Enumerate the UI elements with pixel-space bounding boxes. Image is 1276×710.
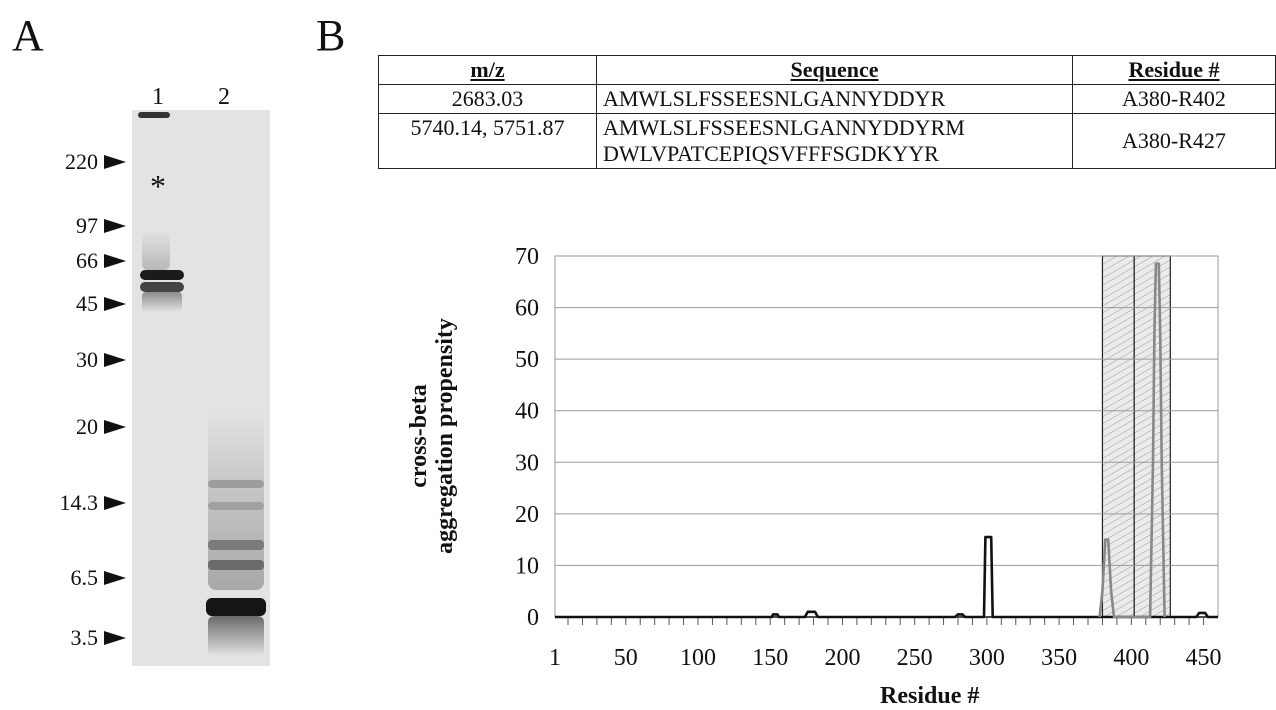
marker-arrow-icon — [104, 297, 126, 311]
gel-band — [138, 112, 170, 118]
gel-band — [208, 540, 264, 550]
y-tick-label: 10 — [515, 553, 539, 579]
gel-smear — [208, 616, 264, 656]
marker-label: 220 — [65, 149, 98, 174]
panel-label-a: A — [12, 11, 44, 60]
gel-band — [208, 480, 264, 488]
series-line — [1098, 262, 1166, 619]
x-tick-label: 350 — [1041, 645, 1077, 671]
peptide-table: m/z Sequence Residue # 2683.03 AMWLSLFSS… — [378, 55, 1276, 169]
marker-arrow-icon — [104, 254, 126, 268]
y-tick-label: 50 — [515, 347, 539, 373]
header-sequence: Sequence — [596, 55, 1073, 85]
gel-image — [132, 110, 270, 666]
marker-6-5: 6.5 — [30, 567, 130, 589]
y-tick-label: 60 — [515, 296, 539, 322]
x-axis-label: Residue # — [880, 683, 980, 709]
x-tick-label: 200 — [824, 645, 860, 671]
gel-band — [140, 282, 184, 292]
highlight-region — [1101, 255, 1135, 618]
cell-sequence: AMWLSLFSSEESNLGANNYDDYRM DWLVPATCEPIQSVF… — [596, 113, 1073, 169]
y-tick-label: 0 — [527, 605, 539, 631]
lane-label-1: 1 — [152, 84, 164, 110]
table-header-row: m/z Sequence Residue # — [378, 55, 1276, 85]
marker-3-5: 3.5 — [30, 627, 130, 649]
marker-arrow-icon — [104, 420, 126, 434]
gel-smear — [142, 292, 182, 312]
marker-arrow-icon — [104, 631, 126, 645]
marker-97: 97 — [30, 215, 130, 237]
series-line — [555, 535, 1218, 619]
x-tick-label: 450 — [1186, 645, 1222, 671]
y-tick-label: 30 — [515, 450, 539, 476]
marker-14-3: 14.3 — [30, 492, 130, 514]
marker-arrow-icon — [104, 496, 126, 510]
marker-30: 30 — [30, 349, 130, 371]
x-tick-label: 400 — [1113, 645, 1149, 671]
gel-band — [140, 270, 184, 280]
x-tick-label: 50 — [614, 645, 638, 671]
marker-label: 20 — [76, 414, 98, 439]
marker-45: 45 — [30, 293, 130, 315]
marker-arrow-icon — [104, 571, 126, 585]
cell-mz: 2683.03 — [378, 84, 597, 114]
y-tick-label: 20 — [515, 502, 539, 528]
header-residue: Residue # — [1072, 55, 1276, 85]
panel-label-b: B — [316, 11, 346, 60]
marker-arrow-icon — [104, 353, 126, 367]
x-tick-label: 1 — [549, 645, 561, 671]
table-row: 5740.14, 5751.87 AMWLSLFSSEESNLGANNYDDYR… — [378, 113, 1276, 169]
y-tick-label: 70 — [515, 244, 539, 270]
marker-label: 6.5 — [70, 565, 99, 590]
gel-star: * — [150, 168, 166, 204]
sequence-line: AMWLSLFSSEESNLGANNYDDYRM — [603, 115, 965, 140]
gel-band — [208, 560, 264, 570]
marker-66: 66 — [30, 250, 130, 272]
marker-label: 45 — [76, 291, 98, 316]
x-tick-label: 250 — [897, 645, 933, 671]
sequence-line: DWLVPATCEPIQSVFFFSGDKYYR — [603, 141, 939, 166]
marker-label: 14.3 — [59, 490, 99, 515]
lane-label-2: 2 — [218, 84, 230, 110]
cell-residue: A380-R427 — [1072, 113, 1276, 169]
marker-label: 66 — [76, 248, 98, 273]
y-tick-label: 40 — [515, 399, 539, 425]
gel-band — [206, 598, 266, 616]
table-row: 2683.03 AMWLSLFSSEESNLGANNYDDYR A380-R40… — [378, 84, 1276, 114]
marker-label: 3.5 — [70, 625, 99, 650]
marker-label: 97 — [76, 213, 98, 238]
gel-smear — [142, 230, 170, 270]
marker-arrow-icon — [104, 219, 126, 233]
marker-label: 30 — [76, 347, 98, 372]
gel-band — [208, 502, 264, 510]
x-tick-label: 100 — [680, 645, 716, 671]
x-tick-label: 150 — [752, 645, 788, 671]
marker-20: 20 — [30, 416, 130, 438]
marker-220: 220 — [30, 151, 130, 173]
x-tick-label: 300 — [969, 645, 1005, 671]
marker-arrow-icon — [104, 155, 126, 169]
